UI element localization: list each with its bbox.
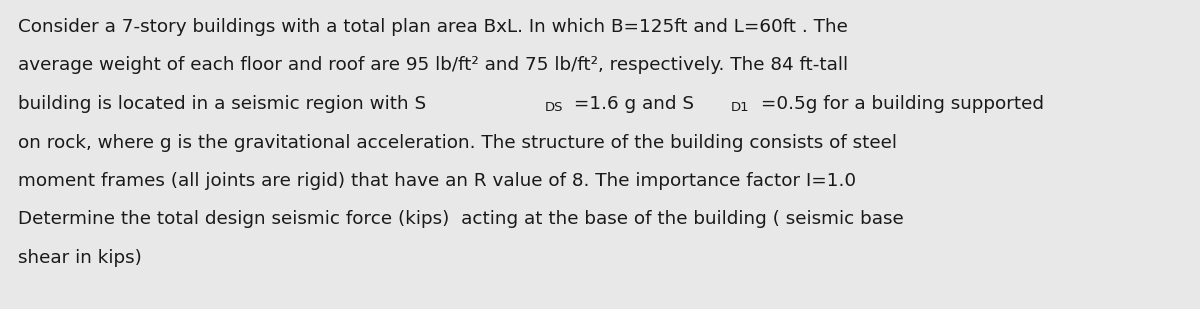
Text: on rock, where g is the gravitational acceleration. The structure of the buildin: on rock, where g is the gravitational ac… xyxy=(18,133,898,151)
Text: D1: D1 xyxy=(731,101,750,114)
Text: moment frames (all joints are rigid) that have an R value of 8. The importance f: moment frames (all joints are rigid) tha… xyxy=(18,172,856,190)
Text: =0.5g for a building supported: =0.5g for a building supported xyxy=(755,95,1044,113)
Text: building is located in a seismic region with S: building is located in a seismic region … xyxy=(18,95,426,113)
Text: shear in kips): shear in kips) xyxy=(18,249,142,267)
Text: Consider a 7-story buildings with a total plan area BxL. In which B=125ft and L=: Consider a 7-story buildings with a tota… xyxy=(18,18,848,36)
Text: =1.6 g and S: =1.6 g and S xyxy=(569,95,695,113)
Text: DS: DS xyxy=(545,101,563,114)
Text: Determine the total design seismic force (kips)  acting at the base of the build: Determine the total design seismic force… xyxy=(18,210,904,228)
Text: average weight of each floor and roof are 95 lb/ft² and 75 lb/ft², respectively.: average weight of each floor and roof ar… xyxy=(18,57,848,74)
